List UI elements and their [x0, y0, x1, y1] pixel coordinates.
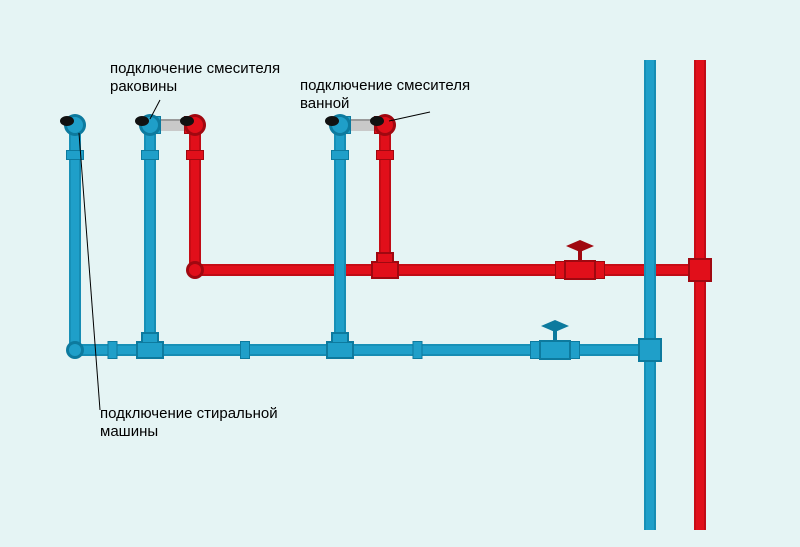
label-washer: подключение стиральной машины — [100, 405, 278, 441]
label-sink-mixer: подключение смесителя раковины — [110, 60, 280, 96]
label-bath-mixer: подключение смесителя ванной — [300, 77, 470, 113]
label-bath-mixer-line1: подключение смесителя — [300, 77, 470, 94]
label-washer-line2: машины — [100, 423, 158, 440]
label-bath-mixer-line2: ванной — [300, 95, 349, 112]
label-sink-mixer-line1: подключение смесителя — [110, 60, 280, 77]
label-washer-line1: подключение стиральной — [100, 405, 278, 422]
label-sink-mixer-line2: раковины — [110, 78, 177, 95]
